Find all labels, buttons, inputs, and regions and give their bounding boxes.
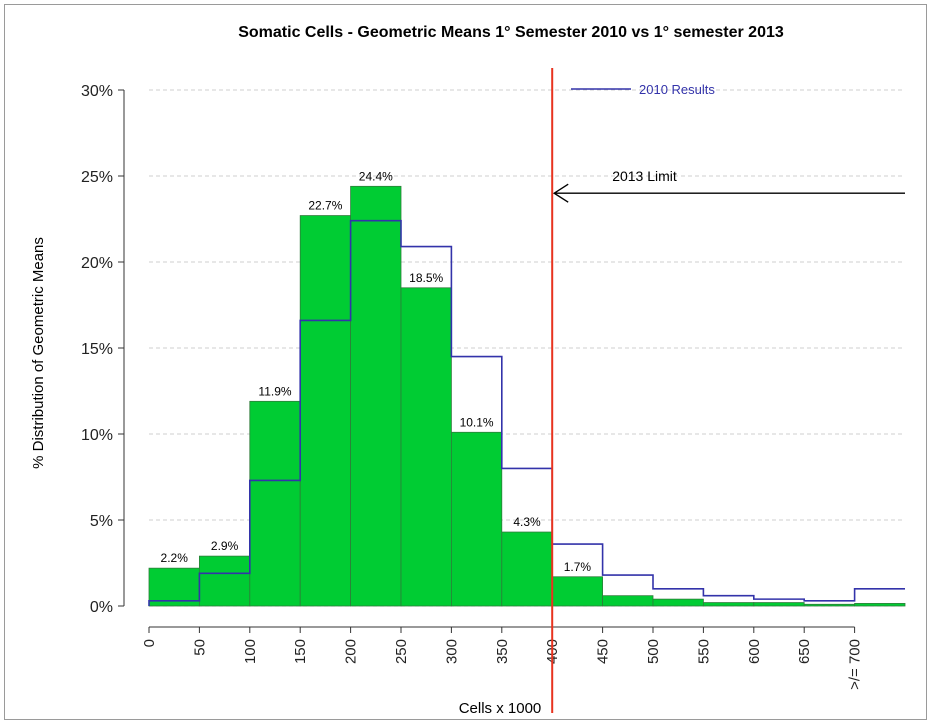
bar [803,603,856,607]
x-tick-label: 200 [343,639,360,664]
bar [249,400,301,607]
bar [551,576,604,607]
data-label: 1.7% [564,560,592,574]
bar [198,555,251,607]
y-tick-label: 25% [81,169,113,186]
y-tick-label: 5% [90,513,113,530]
y-tick-label: 20% [81,255,113,272]
data-label: 4.3% [513,515,541,529]
legend-label: 2010 Results [639,82,715,97]
x-tick-label: 450 [595,639,612,664]
legend: 2010 Results [571,82,715,97]
chart: Somatic Cells - Geometric Means 1° Semes… [30,24,906,717]
bar [501,531,553,607]
x-tick-label: 600 [746,639,763,664]
limit-label: 2013 Limit [612,168,677,184]
green-bars [148,185,906,607]
bar [299,215,352,607]
x-tick-label: 300 [443,639,460,664]
bar [148,567,200,607]
chart-title: Somatic Cells - Geometric Means 1° Semes… [238,24,784,41]
bar [854,603,906,607]
x-tick-label: 0 [141,639,158,647]
data-label: 18.5% [409,271,443,285]
x-tick-label: >/= 700 [847,639,864,690]
data-label: 2.2% [161,551,189,565]
data-label: 2.9% [211,539,239,553]
x-tick-label: 550 [695,639,712,664]
x-tick-label: 50 [191,639,208,656]
bar [652,598,704,607]
y-tick-label: 0% [90,599,113,616]
y-tick-label: 10% [81,427,113,444]
x-tick-label: 650 [796,639,813,664]
data-label: 10.1% [460,415,494,429]
bar [602,595,654,607]
data-label: 24.4% [359,169,393,183]
x-tick-label: 100 [242,639,259,664]
data-labels: 2.2% 2.9% 11.9% 22.7% 24.4% 18.5% 10.1% 4.3% 1.7… [161,169,592,573]
data-label: 11.9% [258,384,291,398]
x-tick-label: 350 [494,639,511,664]
chart-frame: Somatic Cells - Geometric Means 1° Semes… [4,4,927,720]
limit-annotation: 2013 Limit [551,68,905,713]
bar [400,287,452,607]
x-tick-label: 500 [645,639,662,664]
bar [753,602,805,607]
y-axis-label: % Distribution of Geometric Means [30,237,47,469]
bar [450,431,503,607]
x-axis-label: Cells x 1000 [459,700,542,717]
step-series [148,219,905,606]
bar [350,185,402,607]
data-label: 22.7% [308,199,342,213]
x-tick-label: 250 [393,639,410,664]
x-tick-label: 150 [292,639,309,664]
y-tick-label: 15% [81,341,113,358]
step-line-2010 [148,219,905,606]
limit-arrow-head [552,183,569,203]
axes: 0% 5% 10% 15% 20% 25% 30% 0 50 100 150 200 250 300 350… [81,83,864,690]
bar [703,602,755,607]
y-tick-label: 30% [81,83,113,100]
